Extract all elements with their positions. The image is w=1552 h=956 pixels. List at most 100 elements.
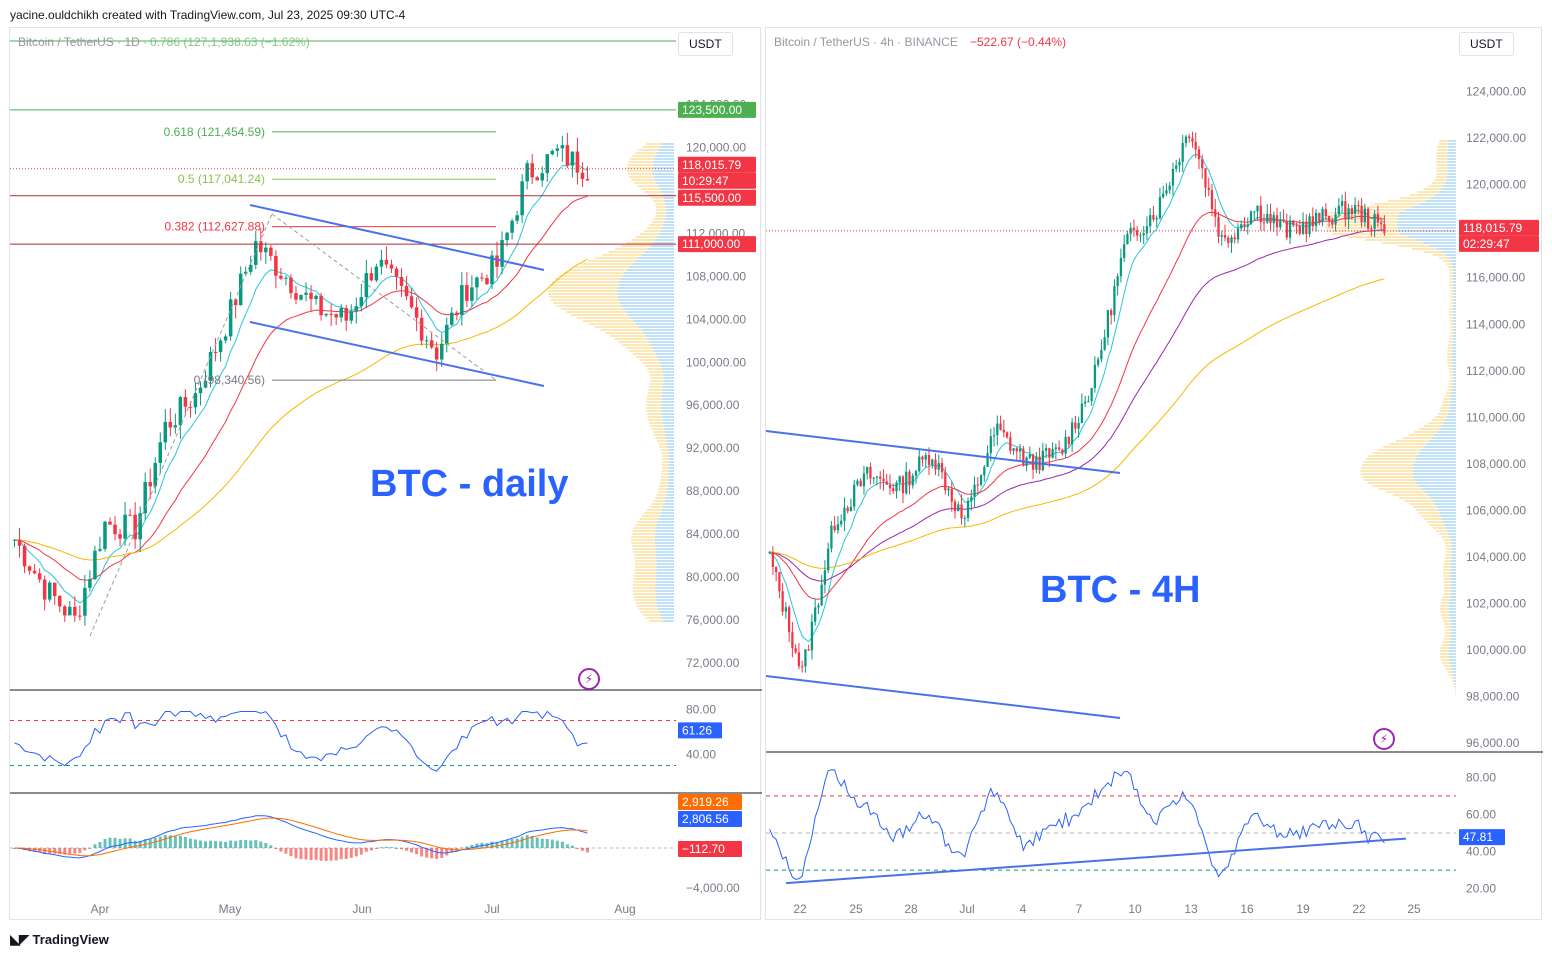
candle-body — [93, 550, 97, 580]
candle-body — [823, 570, 827, 585]
volume-profile-bar — [663, 221, 674, 223]
volume-profile-bar — [1439, 410, 1449, 412]
candle-body — [1292, 220, 1295, 226]
volume-profile-bar — [576, 317, 631, 319]
volume-profile-bar — [1450, 296, 1454, 298]
h4-chart-pane[interactable]: 124,000.00122,000.00120,000.00118,000.00… — [765, 27, 1543, 921]
macd-histogram-bar — [570, 845, 574, 848]
volume-profile-bar — [1432, 182, 1446, 184]
price-tick-label: 72,000.00 — [686, 656, 740, 670]
volume-profile-bar — [1442, 572, 1451, 574]
volume-profile-bar — [618, 341, 649, 343]
volume-profile-bar — [1441, 659, 1450, 661]
macd-histogram-bar — [279, 848, 283, 852]
price-tick-label: 106,000.00 — [1466, 503, 1526, 517]
volume-profile-bar — [1412, 470, 1456, 472]
candle-body — [1282, 219, 1285, 222]
price-level-tag-text: 118,015.79 — [682, 158, 741, 172]
macd-histogram-bar — [485, 843, 489, 848]
candle-body — [1240, 224, 1243, 229]
macd-histogram-bar — [515, 838, 519, 848]
tradingview-logo[interactable]: ◣◤ TradingView — [10, 931, 109, 948]
volume-profile-bar — [1409, 503, 1435, 505]
candle-body — [228, 299, 233, 337]
volume-profile-bar — [1449, 536, 1456, 538]
candle-body — [314, 295, 318, 300]
currency-selector-right[interactable]: USDT — [1459, 32, 1514, 56]
macd-histogram-bar — [334, 848, 338, 861]
macd-histogram-bar — [319, 848, 323, 861]
candle-body — [1220, 235, 1223, 237]
volume-profile-bar — [1446, 353, 1452, 355]
volume-profile-bar — [665, 206, 674, 208]
candle-body — [470, 287, 474, 301]
volume-profile-bar — [1436, 173, 1448, 175]
time-tick-label: 4 — [1020, 902, 1027, 916]
candle-body — [1233, 237, 1236, 240]
macd-histogram-bar — [575, 848, 579, 849]
candle-body — [269, 247, 273, 256]
volume-profile-bar — [1450, 299, 1454, 301]
volume-profile-bar — [655, 584, 674, 586]
volume-profile-bar — [1447, 143, 1456, 145]
symbol-line: Bitcoin / TetherUS · 1D · — [18, 35, 147, 49]
candle-body — [810, 621, 814, 651]
candle-body — [344, 308, 348, 321]
volume-profile-bar — [648, 341, 674, 343]
volume-profile-bar — [1448, 605, 1456, 607]
volume-profile-bar — [565, 311, 626, 313]
volume-profile-bar — [643, 614, 661, 616]
volume-profile-bar — [615, 248, 648, 250]
volume-profile-bar — [1441, 599, 1450, 601]
volume-profile-bar — [654, 179, 674, 181]
rsi-value-tag — [1459, 829, 1505, 846]
macd-histogram-bar — [585, 848, 589, 853]
macd-histogram-bar — [580, 848, 584, 851]
macd-histogram-bar — [560, 841, 564, 848]
macd-histogram-bar — [324, 848, 328, 861]
candle-body — [57, 596, 62, 607]
volume-profile-bar — [1447, 167, 1456, 169]
volume-profile-bar — [1450, 398, 1456, 400]
volume-profile-bar — [1446, 359, 1452, 361]
volume-profile-bar — [1454, 683, 1456, 685]
volume-profile-bar — [667, 446, 674, 448]
volume-profile-bar — [1453, 317, 1456, 319]
volume-profile-bar — [647, 194, 663, 196]
volume-profile-bar — [656, 560, 674, 562]
volume-profile-bar — [631, 542, 655, 544]
macd-value-tag-text: 2,919.26 — [682, 795, 729, 809]
volume-profile-bar — [1453, 293, 1456, 295]
volume-profile-bar — [1413, 476, 1456, 478]
volume-profile-bar — [668, 458, 674, 460]
volume-profile-bar — [1448, 269, 1453, 271]
h4-chart-canvas[interactable]: 124,000.00122,000.00120,000.00118,000.00… — [766, 28, 1543, 921]
rsi-value-tag-text: 61.26 — [682, 723, 712, 737]
volume-profile-bar — [1448, 656, 1456, 658]
volume-profile-bar — [1452, 347, 1456, 349]
candle-body — [1171, 168, 1175, 186]
rsi-line — [769, 769, 1385, 880]
currency-selector-left[interactable]: USDT — [678, 32, 733, 56]
candle-body — [1295, 225, 1298, 227]
daily-chart-canvas[interactable]: 124,000.00120,000.00112,000.00108,000.00… — [10, 28, 762, 921]
volume-profile-bar — [1436, 155, 1448, 157]
macd-histogram-bar — [128, 838, 132, 848]
volume-profile-bar — [628, 176, 654, 178]
volume-profile-bar — [1374, 203, 1420, 205]
volume-profile-bar — [661, 509, 674, 511]
candle-body — [78, 615, 82, 617]
daily-chart-pane[interactable]: 124,000.00120,000.00112,000.00108,000.00… — [9, 27, 762, 921]
candle-body — [284, 277, 288, 279]
flash-icon[interactable]: ⚡ — [578, 668, 600, 690]
macd-histogram-bar — [259, 841, 263, 848]
volume-profile-bar — [1436, 170, 1448, 172]
volume-profile-bar — [1378, 488, 1422, 490]
flash-icon[interactable]: ⚡ — [1373, 728, 1395, 750]
volume-profile-bar — [657, 521, 674, 523]
volume-profile-bar — [631, 536, 655, 538]
volume-profile-bar — [630, 158, 655, 160]
candle-body — [862, 473, 866, 487]
volume-profile-bar — [667, 485, 674, 487]
price-level-tag-text: 111,000.00 — [682, 237, 741, 251]
